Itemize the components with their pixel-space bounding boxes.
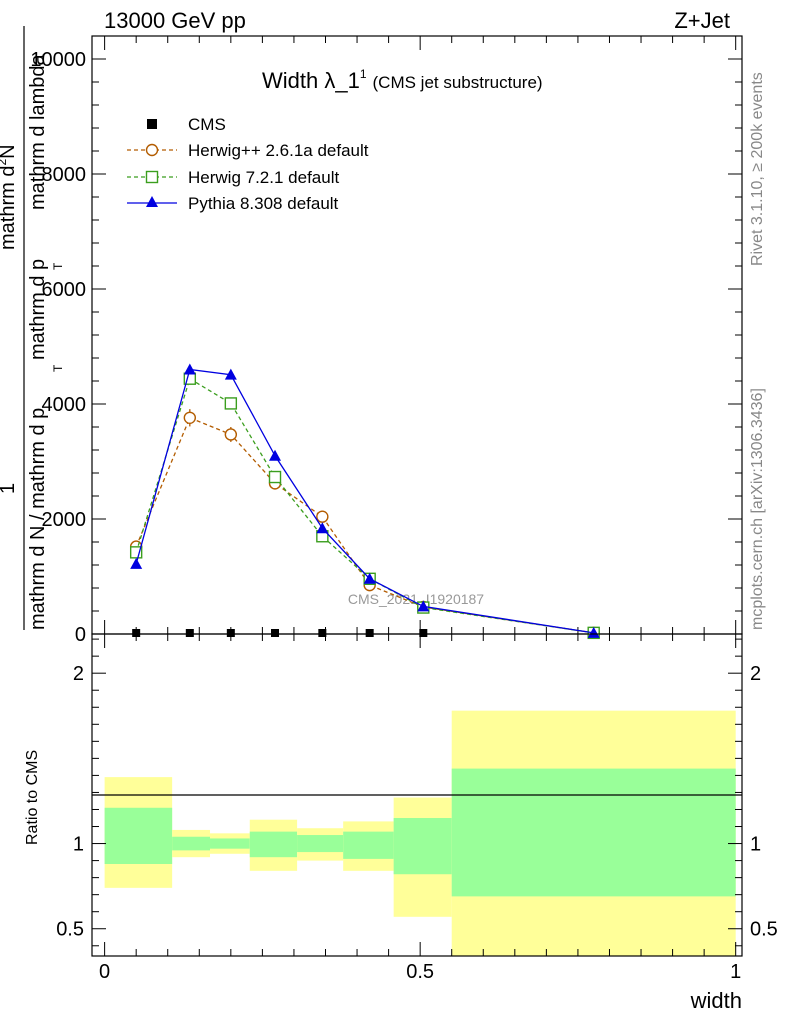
xtick-label: 0	[99, 961, 110, 983]
x-axis-label: width	[690, 988, 742, 1013]
plot-title-superscript: 1	[360, 67, 367, 81]
plot-title-main: Width λ_1	[262, 68, 360, 93]
ratio-ytick-label-right: 2	[750, 663, 761, 685]
legend-label-pythia: Pythia 8.308 default	[188, 194, 339, 213]
header-right-label: Z+Jet	[674, 8, 730, 33]
data-point-pythia	[183, 363, 196, 375]
data-point-cms	[318, 629, 327, 637]
analysis-watermark: CMS_2021_I1920187	[348, 591, 484, 607]
legend-marker-herwig7	[145, 170, 159, 184]
data-point-pythia	[269, 449, 282, 461]
ratio-ytick-label: 1	[73, 834, 84, 856]
ylabel-subscript-2: T	[51, 262, 65, 270]
ratio-axis-ticks	[92, 634, 742, 956]
ratio-band-green	[249, 831, 298, 858]
ratio-band-green	[210, 838, 250, 849]
data-point-pythia	[363, 572, 376, 584]
data-point-cms	[365, 629, 374, 637]
ytick-label: 4000	[42, 394, 87, 416]
data-point-pythia	[224, 368, 237, 380]
legend-label-herwigpp: Herwig++ 2.6.1a default	[188, 141, 369, 160]
ytick-label: 2000	[42, 509, 87, 531]
data-point-cms	[132, 629, 141, 637]
ratio-ylabel: Ratio to CMS	[24, 750, 41, 845]
header-left-label: 13000 GeV pp	[104, 8, 246, 33]
data-point-herwigpp	[316, 510, 329, 523]
legend-marker-pythia	[146, 196, 158, 207]
legend-label-herwig7: Herwig 7.2.1 default	[188, 168, 339, 187]
rivet-version-label: Rivet 3.1.10, ≥ 200k events	[749, 72, 766, 266]
series-line	[135, 368, 594, 634]
ylabel-denominator-mid: mathrm d p	[27, 259, 49, 360]
legend: CMS Herwig++ 2.6.1a default Herwig 7.2.1…	[127, 115, 369, 213]
ratio-bands	[104, 710, 736, 956]
ylabel-top-sup: 2	[0, 159, 9, 166]
plot-title-subtitle: (CMS jet substructure)	[373, 73, 543, 92]
ytick-label: 10000	[30, 49, 86, 71]
ratio-band-green	[393, 818, 452, 875]
ytick-label: 0	[75, 624, 86, 646]
main-axis-ticks	[92, 35, 742, 635]
xtick-label: 1	[730, 961, 741, 983]
ratio-band-green	[297, 835, 344, 853]
data-point-herwigpp	[224, 428, 238, 441]
ylabel-top-b: N	[0, 144, 19, 158]
data-point-pythia	[417, 600, 430, 612]
main-ytick-labels: 0 2000 4000 6000 8000 10000	[30, 49, 86, 646]
series-cms	[132, 629, 598, 637]
data-point-herwigpp	[183, 411, 197, 424]
ratio-band-green	[172, 836, 211, 851]
ratio-band-green	[451, 768, 736, 897]
ylabel-fraction-top: mathrm d2N	[0, 144, 19, 250]
data-point-cms	[185, 629, 194, 637]
data-point-cms	[226, 629, 235, 637]
ylabel-denominator-tail: mathrm d lambda	[27, 54, 49, 210]
plot-title: Width λ_11 (CMS jet substructure)	[262, 67, 543, 93]
data-point-pythia	[587, 626, 600, 638]
data-point-cms	[271, 629, 280, 637]
ytick-label: 6000	[42, 279, 87, 301]
ratio-plot-frame	[91, 633, 743, 957]
x-tick-labels: 0 0.5 1	[99, 961, 741, 983]
ylabel-subscript-1: T	[51, 364, 65, 372]
xtick-label: 0.5	[406, 961, 434, 983]
data-point-pythia	[130, 557, 143, 569]
ratio-ytick-label-right: 1	[750, 834, 761, 856]
ytick-label: 8000	[42, 164, 87, 186]
data-point-cms	[419, 629, 428, 637]
ratio-ytick-label: 2	[73, 663, 84, 685]
ylabel-top-a: mathrm d	[0, 166, 19, 250]
data-point-herwig7	[268, 470, 282, 484]
data-point-pythia	[316, 522, 329, 534]
ratio-ytick-label: 0.5	[56, 919, 84, 941]
ratio-band-green	[343, 831, 394, 859]
legend-marker-cms	[147, 119, 157, 129]
ratio-tick-labels: 0.5 0.5 1 1 2 2	[56, 663, 778, 941]
ylabel-numerator: 1	[0, 483, 19, 494]
main-ylabel: 1 mathrm d N / mathrm d p T mathrm d2N m…	[0, 26, 65, 630]
series-line	[135, 377, 594, 634]
legend-label-cms: CMS	[188, 115, 226, 134]
ratio-band-green	[104, 807, 173, 864]
legend-marker-herwigpp	[145, 143, 159, 157]
data-point-herwig7	[224, 397, 238, 410]
ratio-ytick-label-right: 0.5	[750, 919, 778, 941]
mcplots-label: mcplots.cern.ch [arXiv:1306.3436]	[749, 388, 766, 630]
ylabel-denominator-left: mathrm d N / mathrm d p	[27, 408, 49, 630]
series-pythia-8-308-default	[130, 363, 600, 638]
series-layer	[129, 363, 600, 640]
